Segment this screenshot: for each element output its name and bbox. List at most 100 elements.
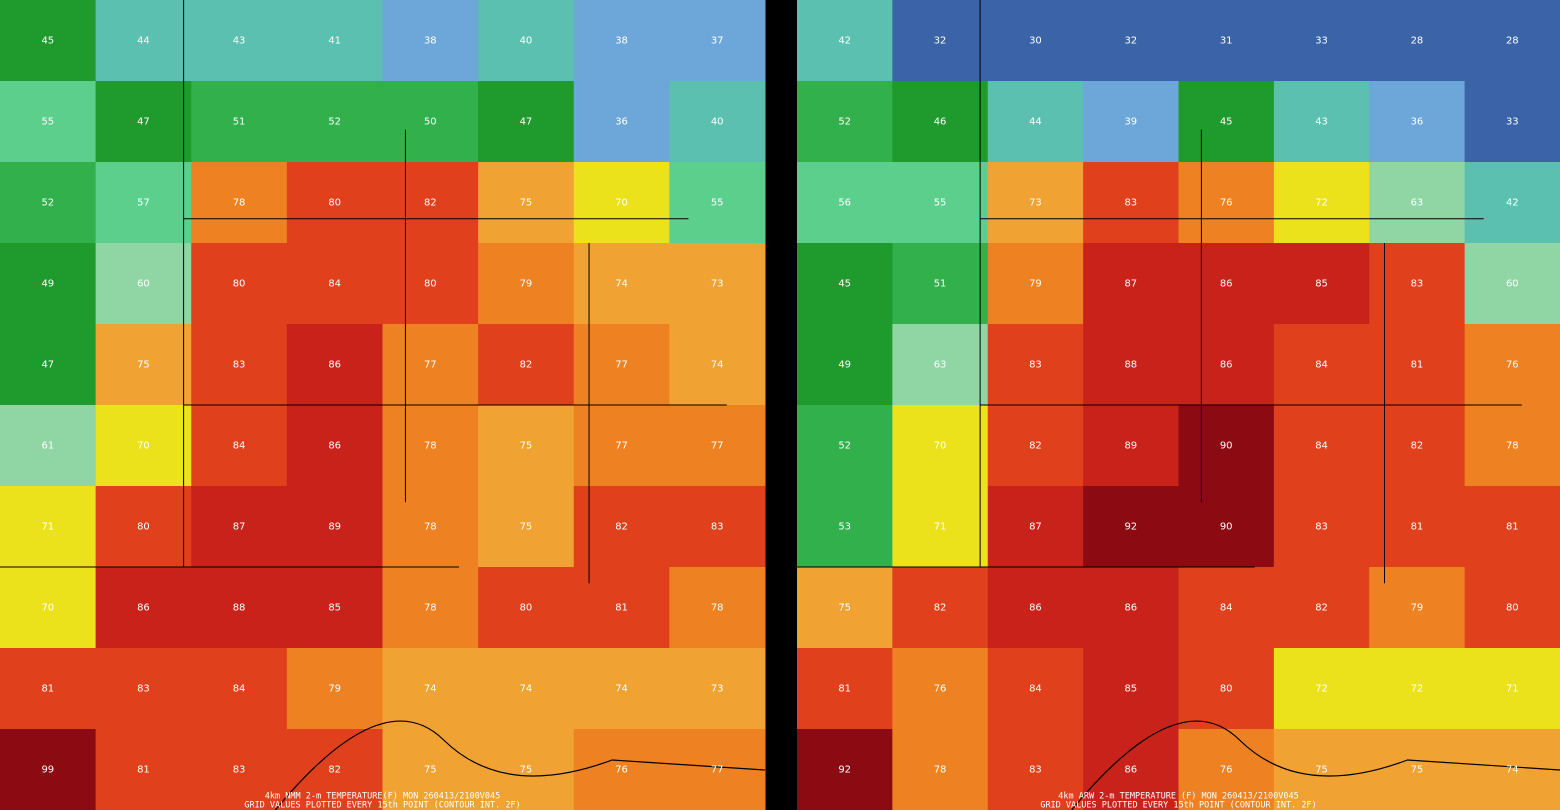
temperature-value: 78 <box>424 522 437 533</box>
temperature-value: 86 <box>328 441 341 452</box>
temperature-cell <box>382 0 479 82</box>
temperature-cell <box>191 405 288 487</box>
temperature-cell <box>191 81 288 163</box>
temperature-value: 92 <box>838 765 851 776</box>
temperature-cell <box>95 567 192 649</box>
temperature-cell <box>1083 0 1179 82</box>
temperature-cell <box>382 81 479 163</box>
temperature-value: 73 <box>711 684 724 695</box>
temperature-cell <box>669 486 766 568</box>
temperature-value: 51 <box>934 279 947 290</box>
temperature-value: 80 <box>1506 603 1519 614</box>
temperature-value: 76 <box>1220 198 1233 209</box>
temperature-cell <box>1273 729 1370 810</box>
map-panel: 42 32 30 32 31 33 28 28 52 46 44 39 45 43 36 33 56 55 73 83… <box>797 0 1560 810</box>
temperature-value: 56 <box>838 198 851 209</box>
temperature-value: 44 <box>1029 117 1042 128</box>
temperature-value: 86 <box>328 360 341 371</box>
temperature-cell <box>573 648 670 730</box>
temperature-cell <box>1178 81 1275 163</box>
temperature-value: 71 <box>934 522 947 533</box>
temperature-value: 75 <box>838 603 851 614</box>
temperature-value: 76 <box>1220 765 1233 776</box>
temperature-value: 37 <box>711 36 724 47</box>
temperature-value: 86 <box>1220 279 1233 290</box>
temperature-cell <box>1273 405 1370 487</box>
temperature-cell <box>191 729 288 810</box>
temperature-value: 79 <box>520 279 533 290</box>
temperature-value: 84 <box>1315 441 1328 452</box>
temperature-value: 89 <box>1124 441 1137 452</box>
temperature-cell <box>0 243 97 325</box>
temperature-value: 75 <box>1411 765 1424 776</box>
temperature-cell <box>0 405 97 487</box>
temperature-value: 83 <box>1124 198 1137 209</box>
temperature-value: 82 <box>934 603 947 614</box>
temperature-cell <box>797 648 893 730</box>
temperature-cell <box>286 405 383 487</box>
temperature-value: 82 <box>328 765 341 776</box>
temperature-cell <box>892 567 989 649</box>
temperature-value: 78 <box>233 198 246 209</box>
temperature-cell <box>892 648 989 730</box>
temperature-value: 42 <box>838 36 851 47</box>
temperature-cell <box>892 243 989 325</box>
temperature-value: 53 <box>838 522 851 533</box>
temperature-cell <box>1178 648 1275 730</box>
temperature-value: 86 <box>1029 603 1042 614</box>
temperature-value: 81 <box>838 684 851 695</box>
temperature-value: 75 <box>520 522 533 533</box>
temperature-value: 76 <box>615 765 628 776</box>
temperature-value: 74 <box>424 684 437 695</box>
temperature-value: 55 <box>711 198 724 209</box>
temperature-value: 41 <box>328 36 341 47</box>
temperature-value: 47 <box>137 117 150 128</box>
temperature-cell <box>573 243 670 325</box>
temperature-cell <box>382 567 479 649</box>
temperature-cell <box>1273 648 1370 730</box>
temperature-value: 83 <box>1315 522 1328 533</box>
temperature-value: 83 <box>233 765 246 776</box>
temperature-value: 32 <box>934 36 947 47</box>
temperature-cell <box>478 567 575 649</box>
temperature-cell <box>95 729 192 810</box>
temperature-cell <box>191 567 288 649</box>
temperature-value: 60 <box>1506 279 1519 290</box>
temperature-cell <box>191 486 288 568</box>
temperature-cell <box>797 405 893 487</box>
temperature-value: 86 <box>137 603 150 614</box>
temperature-cell <box>797 0 893 82</box>
temperature-value: 83 <box>137 684 150 695</box>
temperature-value: 52 <box>41 198 54 209</box>
temperature-value: 28 <box>1506 36 1519 47</box>
temperature-value: 82 <box>615 522 628 533</box>
temperature-value: 52 <box>838 117 851 128</box>
temperature-value: 88 <box>1124 360 1137 371</box>
temperature-value: 75 <box>520 198 533 209</box>
temperature-cell <box>1369 243 1466 325</box>
coastline <box>274 720 766 810</box>
temperature-cell <box>1464 648 1560 730</box>
temperature-cell <box>1178 324 1275 406</box>
temperature-value: 81 <box>41 684 54 695</box>
temperature-value: 74 <box>615 279 628 290</box>
temperature-value: 46 <box>934 117 947 128</box>
temperature-value: 85 <box>1124 684 1137 695</box>
temperature-value: 86 <box>1124 603 1137 614</box>
temperature-value: 90 <box>1220 441 1233 452</box>
temperature-value: 43 <box>1315 117 1328 128</box>
temperature-value: 47 <box>41 360 54 371</box>
temperature-value: 75 <box>424 765 437 776</box>
temperature-cell <box>478 0 575 82</box>
temperature-cell <box>1464 567 1560 649</box>
temperature-value: 78 <box>424 441 437 452</box>
temperature-cell <box>0 486 97 568</box>
temperature-cell <box>191 243 288 325</box>
temperature-value: 79 <box>1029 279 1042 290</box>
temperature-value: 82 <box>1029 441 1042 452</box>
temperature-cell <box>892 486 989 568</box>
temperature-cell <box>382 162 479 244</box>
temperature-value: 82 <box>1315 603 1328 614</box>
temperature-cell <box>0 81 97 163</box>
